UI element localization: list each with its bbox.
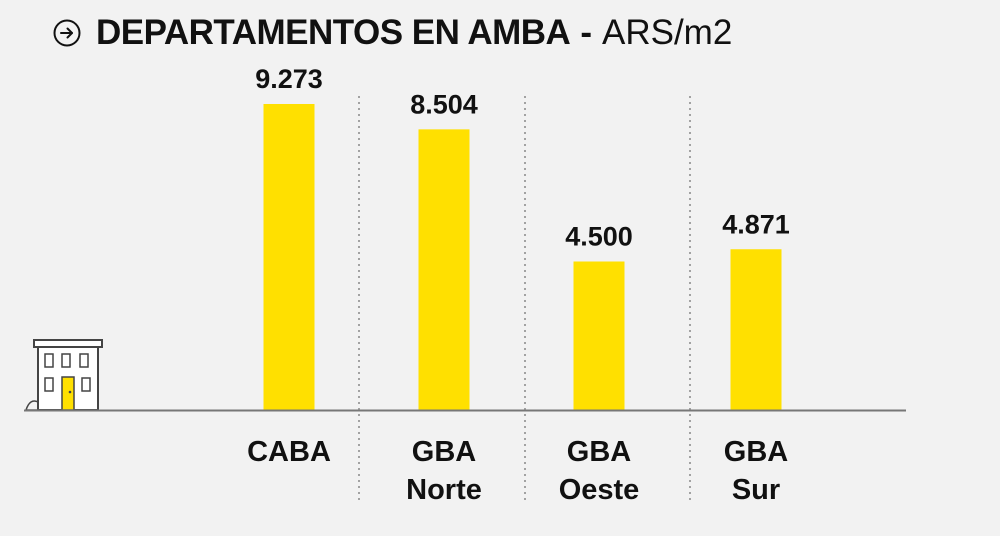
bar [573, 261, 625, 410]
title-separator: - [580, 13, 592, 52]
x-tick-label: GBA Sur [724, 436, 789, 506]
data-label: 8.504 [410, 89, 478, 119]
data-label: 9.273 [255, 64, 323, 94]
building-icon [24, 339, 103, 411]
x-tick-label: GBA Norte [406, 436, 482, 506]
arrow-right-circle-icon [53, 19, 81, 47]
x-tick-label: GBA Oeste [559, 436, 640, 506]
data-label: 4.871 [722, 209, 790, 239]
data-label: 4.500 [565, 222, 633, 252]
bar [418, 129, 470, 411]
chart-header: DEPARTAMENTOS EN AMBA - ARS/m2 [52, 10, 732, 56]
chart-title: DEPARTAMENTOS EN AMBA [96, 13, 571, 52]
bar [730, 249, 782, 410]
bar [263, 103, 315, 410]
x-tick-label: CABA [247, 436, 331, 468]
chart-unit: ARS/m2 [601, 13, 733, 52]
